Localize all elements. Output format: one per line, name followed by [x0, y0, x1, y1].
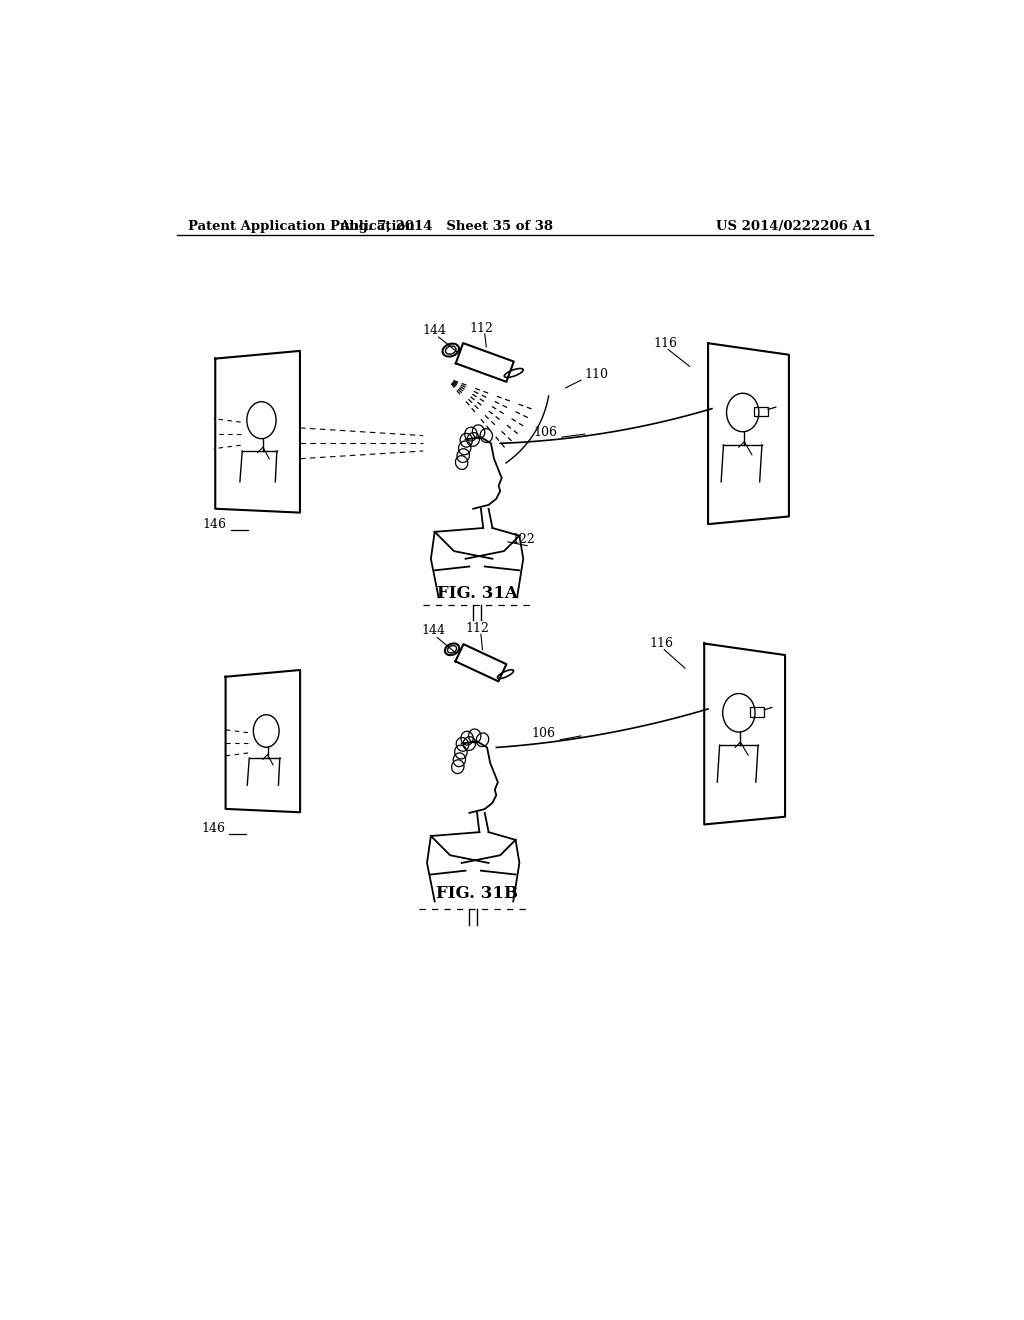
Text: 144: 144	[421, 624, 445, 638]
Text: 106: 106	[534, 425, 558, 438]
Text: 116: 116	[653, 337, 678, 350]
Text: 116: 116	[650, 638, 674, 651]
Text: Aug. 7, 2014   Sheet 35 of 38: Aug. 7, 2014 Sheet 35 of 38	[339, 219, 553, 232]
Text: 122: 122	[511, 533, 536, 546]
Text: FIG. 31A: FIG. 31A	[436, 585, 517, 602]
Text: Patent Application Publication: Patent Application Publication	[188, 219, 415, 232]
Text: 144: 144	[423, 323, 446, 337]
Text: 146: 146	[202, 822, 225, 836]
Text: 110: 110	[585, 368, 609, 381]
Bar	[755, 407, 768, 416]
Text: 146: 146	[203, 517, 226, 531]
Text: 112: 112	[469, 322, 493, 335]
Text: 112: 112	[465, 622, 489, 635]
Bar	[751, 708, 764, 717]
Text: US 2014/0222206 A1: US 2014/0222206 A1	[716, 219, 871, 232]
Text: 106: 106	[531, 727, 556, 741]
Text: FIG. 31B: FIG. 31B	[436, 886, 518, 903]
